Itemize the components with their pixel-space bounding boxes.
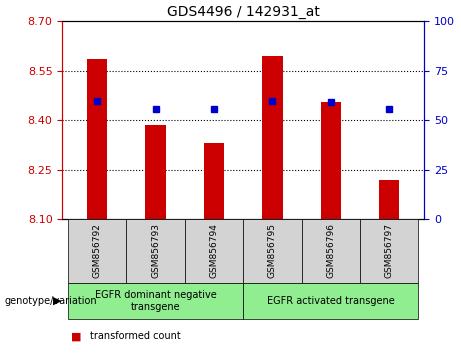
Bar (360, 219, 418, 283)
Text: GSM856796: GSM856796 (326, 223, 335, 278)
Text: EGFR activated transgene: EGFR activated transgene (267, 296, 395, 306)
Text: ▶: ▶ (53, 296, 61, 306)
Bar (185, 219, 243, 283)
Text: GSM856797: GSM856797 (384, 223, 394, 278)
Text: GSM856794: GSM856794 (209, 223, 219, 278)
Text: ■: ■ (71, 331, 82, 341)
Text: GSM856793: GSM856793 (151, 223, 160, 278)
Text: EGFR dominant negative
transgene: EGFR dominant negative transgene (95, 290, 217, 312)
Text: GSM856792: GSM856792 (93, 223, 102, 278)
Bar (68, 283, 243, 319)
Text: GSM856795: GSM856795 (268, 223, 277, 278)
Text: transformed count: transformed count (90, 331, 181, 341)
Bar (243, 219, 301, 283)
Bar (87, 59, 107, 219)
Title: GDS4496 / 142931_at: GDS4496 / 142931_at (167, 5, 319, 19)
Bar (126, 219, 185, 283)
Bar (68, 219, 126, 283)
Bar (204, 143, 224, 219)
Bar (301, 219, 360, 283)
Bar (145, 125, 166, 219)
Text: genotype/variation: genotype/variation (5, 296, 97, 306)
Bar (243, 283, 418, 319)
Bar (320, 102, 341, 219)
Bar (262, 56, 283, 219)
Bar (379, 180, 399, 219)
